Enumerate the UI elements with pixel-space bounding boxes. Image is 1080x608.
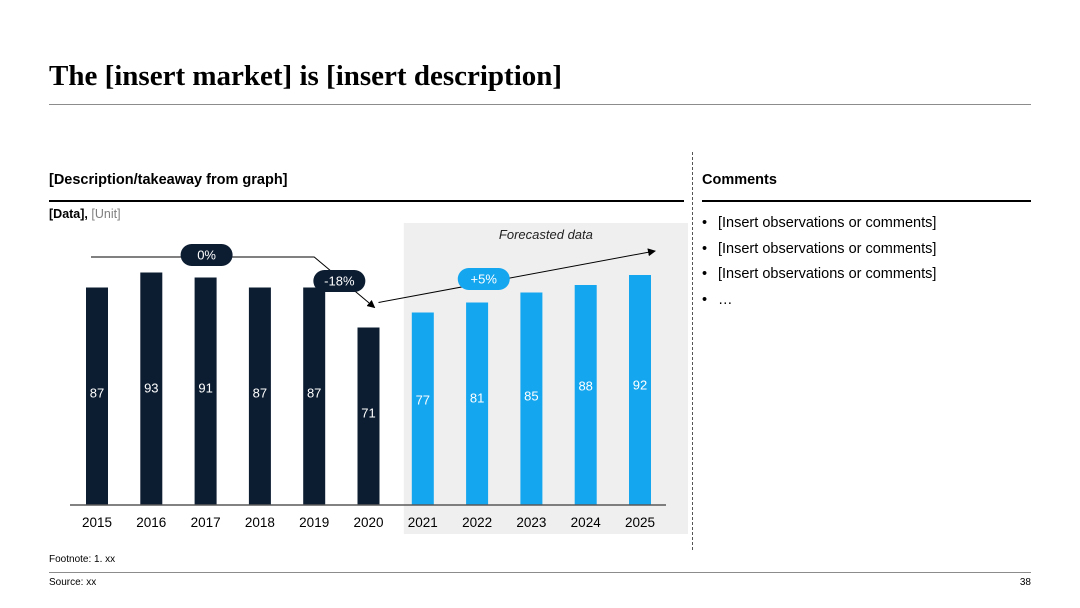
page-number: 38	[1019, 577, 1031, 588]
comment-item: • [Insert observations or comments]	[702, 263, 936, 289]
comment-item: • [Insert observations or comments]	[702, 212, 936, 238]
comment-text: …	[718, 291, 733, 308]
comment-text: [Insert observations or comments]	[718, 240, 937, 257]
bar	[357, 327, 380, 505]
comment-item: •…	[702, 289, 936, 315]
growth-pill-label: -18%	[324, 274, 355, 289]
bullet: •	[702, 240, 708, 257]
bar-value-label: 71	[361, 406, 375, 421]
comments-heading: Comments	[702, 172, 777, 188]
comment-item: • [Insert observations or comments]	[702, 238, 936, 264]
slide-title: The [insert market] is [insert descripti…	[49, 60, 563, 92]
growth-pill	[457, 268, 510, 290]
bar	[140, 272, 163, 505]
comment-text: [Insert observations or comments]	[718, 266, 937, 282]
bar-value-label: 87	[253, 386, 267, 401]
bar	[303, 287, 326, 505]
x-tick-label: 2021	[408, 515, 438, 530]
bullet: •	[702, 291, 708, 308]
bar-chart: Forecasted data 87 2015 93 2016 91 2017 87 2018 8…	[70, 223, 688, 534]
bar	[86, 287, 108, 505]
bar-value-label: 77	[416, 393, 430, 408]
x-tick-label: 2016	[136, 515, 166, 530]
bar	[520, 292, 543, 505]
bar	[248, 287, 271, 505]
bar-value-label: 87	[90, 386, 104, 401]
bar-value-label: 88	[578, 379, 592, 394]
x-tick-label: 2024	[571, 515, 602, 530]
x-tick-label: 2018	[245, 515, 275, 530]
bar-value-label: 93	[144, 381, 158, 396]
bullet: •	[702, 266, 708, 282]
bullet: •	[702, 215, 708, 231]
bar	[574, 285, 597, 505]
data-label: [Data],	[49, 207, 88, 221]
data-unit-label: [Data], [Unit]	[49, 207, 121, 221]
x-tick-label: 2020	[353, 515, 383, 530]
growth-pill-label: 0%	[197, 248, 216, 263]
bar-value-label: 81	[470, 391, 484, 406]
source-note: Source: xx	[49, 577, 97, 588]
title-rule	[49, 104, 1031, 105]
bar	[466, 302, 489, 505]
x-tick-label: 2019	[299, 515, 329, 530]
x-tick-label: 2023	[516, 515, 546, 530]
x-tick-label: 2017	[191, 515, 221, 530]
panel-divider	[692, 152, 693, 550]
forecast-label: Forecasted data	[499, 227, 593, 242]
unit-label: [Unit]	[91, 207, 121, 221]
comments-heading-rule	[702, 200, 1031, 202]
trend-arrow	[378, 248, 656, 303]
x-tick-label: 2022	[462, 515, 492, 530]
bar-value-label: 92	[633, 378, 647, 393]
x-tick-label: 2025	[625, 515, 655, 530]
graph-heading-rule	[49, 200, 684, 202]
growth-pill	[313, 270, 366, 292]
bar-value-label: 85	[524, 389, 538, 404]
footer-rule	[49, 572, 1031, 573]
comment-text: [Insert observations or comments]	[718, 215, 937, 231]
growth-pill-label: +5%	[471, 272, 498, 287]
graph-heading: [Description/takeaway from graph]	[49, 172, 288, 188]
comments-list: • [Insert observations or comments] • [Ins…	[702, 212, 936, 314]
bar	[194, 277, 217, 505]
bar-value-label: 91	[198, 381, 212, 396]
bar-value-label: 87	[307, 386, 321, 401]
x-tick-label: 2015	[82, 515, 112, 530]
bar	[629, 275, 651, 505]
footnote: Footnote: 1. xx	[49, 554, 116, 565]
bar	[411, 312, 434, 505]
growth-pill	[180, 244, 233, 266]
